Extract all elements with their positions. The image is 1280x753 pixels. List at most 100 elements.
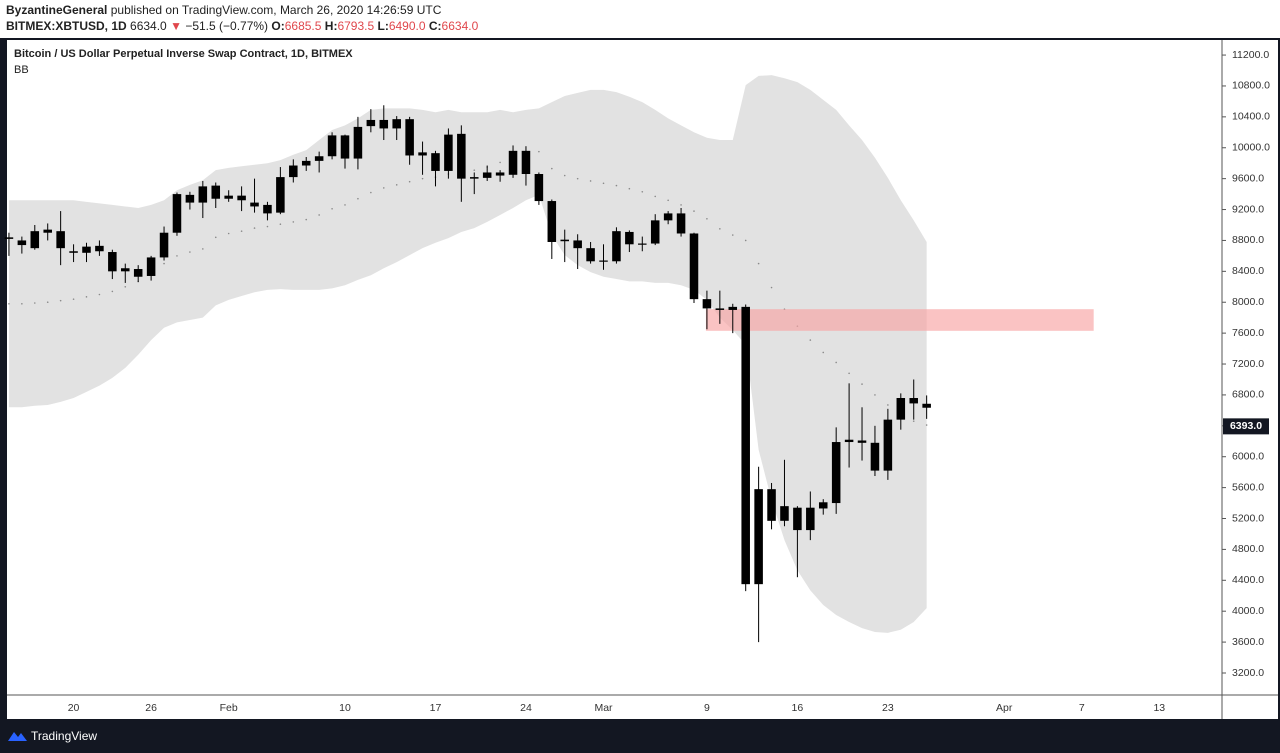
y-tick-label: 5600.0 [1232,481,1264,493]
x-tick-label: 23 [882,702,894,714]
candle-body [405,119,414,156]
bb-middle-dot [473,169,476,171]
x-tick-label: Mar [594,702,613,714]
x-tick-label: 7 [1079,702,1085,714]
y-tick-label: 4400.0 [1232,574,1264,586]
bb-middle-dot [706,218,708,220]
candle-body [857,440,867,443]
bb-middle-dot [667,199,669,202]
candle-body [818,502,828,509]
candle-body [314,156,324,161]
candle-body [69,251,78,253]
bb-middle-dot [874,394,876,396]
candle-body [250,202,259,207]
bb-middle-dot [176,255,178,257]
indicator-label: BB [14,64,29,76]
bb-middle-dot [421,177,424,180]
candle-body [508,150,518,175]
candle-body [30,231,40,249]
candle-body [909,398,918,404]
bb-middle-dot [214,236,217,239]
footer-logo [8,732,27,741]
bb-middle-dot [21,302,23,305]
bb-middle-dot [576,177,579,180]
change: −51.5 (−0.77%) [185,19,268,33]
bb-middle-dot [563,174,566,177]
candle-body [185,194,195,203]
candle-body [469,177,479,179]
y-tick-label: 3600.0 [1232,636,1264,648]
high-value: 6793.5 [337,19,374,33]
bb-middle-dot [693,210,695,212]
bb-middle-dot [809,339,812,341]
y-tick-label: 9200.0 [1232,203,1264,215]
x-tick-label: 20 [68,702,80,714]
candle-body [327,135,337,157]
candle-body [43,229,52,233]
x-tick-label: 13 [1153,702,1165,714]
candle-body [780,506,789,521]
x-tick-label: Apr [996,702,1013,714]
bb-middle-dot [33,302,36,304]
bb-middle-dot [227,232,230,235]
candle-body [676,213,686,234]
candle-body [301,160,311,166]
candle-body [56,231,65,249]
bb-middle-dot [253,227,256,229]
candle-body [534,174,544,202]
y-tick-label: 4800.0 [1232,543,1264,555]
chart-title: Bitcoin / US Dollar Perpetual Inverse Sw… [14,48,353,60]
candle-body [831,442,841,504]
candle-body [276,177,285,213]
bb-middle-dot [279,223,282,226]
bb-middle-dot [835,361,837,364]
bb-middle-dot [331,207,333,210]
bb-middle-dot [370,191,372,194]
candle-body [883,419,893,471]
bb-middle-dot [538,150,540,153]
candle-body [17,240,27,246]
y-tick-label: 10400.0 [1232,111,1270,123]
candle-body [495,172,505,176]
bb-middle-dot [744,239,747,242]
candle-body [793,507,802,531]
x-tick-label: 26 [145,702,157,714]
y-tick-label: 3200.0 [1232,667,1264,679]
candle-body [870,442,880,471]
y-tick-label: 4000.0 [1232,605,1264,617]
y-tick-label: 11200.0 [1232,49,1269,61]
candle-body [896,398,906,420]
bb-middle-dot [8,302,10,305]
bb-middle-dot [382,187,385,189]
candle-body [82,246,91,253]
bb-middle-dot [344,204,346,206]
candle-body [650,220,660,244]
candle-body [612,231,621,262]
candle-body [418,152,427,156]
footer-brand: TradingView [31,729,97,743]
logo-icon [8,732,27,741]
close-value: 6634.0 [442,19,479,33]
candle-body [547,201,557,242]
candle-body [172,194,182,233]
candle-body [599,260,608,262]
candle-body [133,269,143,277]
bb-middle-dot [124,285,127,288]
close-label: C: [429,19,442,33]
candle-body [95,245,104,252]
bb-middle-dot [357,197,359,200]
candle-body [741,306,750,585]
candle-body [289,165,298,178]
y-tick-label: 9600.0 [1232,172,1264,184]
bb-middle-dot [408,180,411,183]
candle-body [366,119,376,127]
open-label: O: [271,19,284,33]
x-tick-label: 16 [792,702,804,714]
y-tick-label: 6800.0 [1232,389,1264,401]
candle-body [702,299,712,309]
y-tick-label: 10000.0 [1232,142,1270,154]
symbol: BITMEX:XBTUSD, 1D [6,19,127,33]
price-label: 6393.0 [1230,420,1262,432]
bollinger-band [8,75,927,633]
x-tick-label: 10 [339,702,351,714]
